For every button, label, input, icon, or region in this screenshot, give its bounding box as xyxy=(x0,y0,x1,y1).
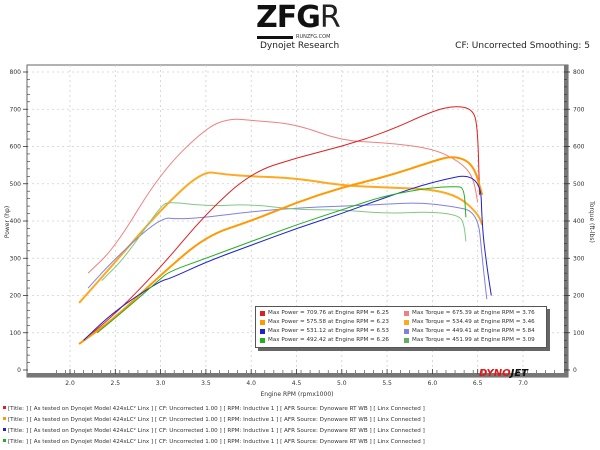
series-line-torque xyxy=(87,202,488,300)
x-axis-bar xyxy=(27,373,568,377)
y2-tick-label: 100 xyxy=(573,330,585,337)
legend-item: Max Power = 709.76 at Engine RPM = 6.25 xyxy=(258,309,389,318)
x-tick-label: 2.5 xyxy=(111,380,121,387)
y2-tick-label: 200 xyxy=(573,293,585,300)
series-line-torque xyxy=(87,118,479,274)
x-tick-label: 3.0 xyxy=(156,380,166,387)
y2-tick-label: 700 xyxy=(573,106,585,113)
x-tick-label: 6.0 xyxy=(428,380,438,387)
y2-tick-label: 0 xyxy=(573,367,577,374)
zfgr-logo: ZFGR RUNZFG.COM xyxy=(256,0,348,40)
y2-tick-label: 500 xyxy=(573,181,585,188)
legend-item: Max Torque = 449.41 at Engine RPM = 5.84 xyxy=(402,327,535,336)
run-color-marker xyxy=(3,439,6,442)
legend-swatch xyxy=(260,320,265,325)
y2-tick-label: 400 xyxy=(573,218,585,225)
y-tick-label: 400 xyxy=(10,218,22,225)
run-color-marker xyxy=(3,428,6,431)
run-info-row: [Title: ] [ As tested on Dynojet Model 4… xyxy=(2,437,598,448)
run-info-row: [Title: ] [ As tested on Dynojet Model 4… xyxy=(2,404,598,415)
legend-swatch xyxy=(404,329,409,334)
x-tick-label: 5.0 xyxy=(337,380,347,387)
series-line-power xyxy=(96,186,467,334)
x-tick-label: 7.0 xyxy=(518,380,528,387)
x-tick-label: 5.5 xyxy=(382,380,392,387)
run-info-row: [Title: ] [ As tested on Dynojet Model 4… xyxy=(2,426,598,437)
legend-item: Max Torque = 451.99 at Engine RPM = 3.09 xyxy=(402,336,535,345)
x-axis-label: Engine RPM (rpmx1000) xyxy=(261,391,334,398)
legend-item: Max Power = 531.12 at Engine RPM = 6.53 xyxy=(258,327,389,336)
legend-swatch xyxy=(404,311,409,316)
run-color-marker xyxy=(3,417,6,420)
run-info-row: [Title: ] [ As tested on Dynojet Model 4… xyxy=(2,415,598,426)
x-tick-label: 4.0 xyxy=(246,380,256,387)
logo-bar xyxy=(257,36,293,39)
legend-swatch xyxy=(260,338,265,343)
y-tick-label: 200 xyxy=(10,293,22,300)
y-tick-label: 600 xyxy=(10,144,22,151)
legend-power-column: Max Power = 709.76 at Engine RPM = 6.25 … xyxy=(258,309,389,345)
axis-ticks: 0 0 100 100 200 200 300 300 400 400 500 500 600 600 70… xyxy=(10,69,585,387)
logo-url: RUNZFG.COM xyxy=(296,34,331,40)
y-tick-label: 0 xyxy=(17,367,21,374)
legend-item: Max Torque = 534.49 at Engine RPM = 3.46 xyxy=(402,318,535,327)
legend-swatch xyxy=(260,311,265,316)
dynojet-logo: DYNOJET xyxy=(479,368,529,379)
legend-item: Max Torque = 675.39 at Engine RPM = 3.76 xyxy=(402,309,535,318)
chart-legend: Max Power = 709.76 at Engine RPM = 6.25 … xyxy=(255,306,547,348)
run-info-footer: [Title: ] [ As tested on Dynojet Model 4… xyxy=(2,404,598,448)
series-line-torque xyxy=(78,171,484,304)
legend-swatch xyxy=(260,329,265,334)
x-tick-label: 4.5 xyxy=(292,380,302,387)
y-tick-label: 300 xyxy=(10,255,22,262)
data-series xyxy=(78,106,492,345)
legend-torque-column: Max Torque = 675.39 at Engine RPM = 3.76… xyxy=(402,309,535,345)
series-line-power xyxy=(78,156,484,345)
series-line-power xyxy=(83,175,492,341)
legend-swatch xyxy=(404,320,409,325)
legend-item: Max Power = 492.42 at Engine RPM = 6.26 xyxy=(258,336,389,345)
x-tick-label: 2.0 xyxy=(65,380,75,387)
y-tick-label: 500 xyxy=(10,181,22,188)
series-line-power xyxy=(78,106,480,345)
run-color-marker xyxy=(3,406,6,409)
series-line-torque xyxy=(101,202,467,281)
logo-text: ZFGR xyxy=(256,0,341,35)
y-tick-label: 800 xyxy=(10,69,22,76)
y2-tick-label: 300 xyxy=(573,255,585,262)
correction-factor-label: CF: Uncorrected Smoothing: 5 xyxy=(455,41,590,51)
legend-item: Max Power = 575.58 at Engine RPM = 6.23 xyxy=(258,318,389,327)
x-tick-label: 6.5 xyxy=(473,380,483,387)
y-tick-label: 700 xyxy=(10,106,22,113)
y2-tick-label: 800 xyxy=(573,69,585,76)
y-axis-label: Power (hp) xyxy=(4,206,11,238)
x-tick-label: 3.5 xyxy=(201,380,211,387)
legend-swatch xyxy=(404,338,409,343)
y2-tick-label: 600 xyxy=(573,144,585,151)
y2-axis-label: Torque (ft-lbs) xyxy=(588,200,595,243)
chart-title: Dynojet Research xyxy=(260,41,340,51)
y-tick-label: 100 xyxy=(10,330,22,337)
